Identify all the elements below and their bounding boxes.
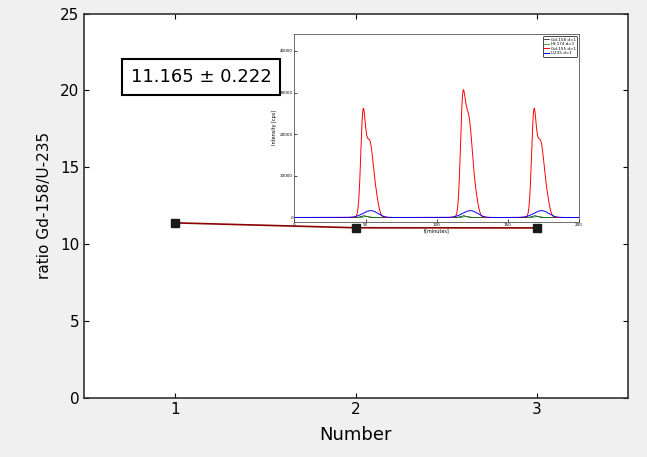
X-axis label: Number: Number <box>320 426 392 444</box>
U235 d=1 <box>340 215 347 220</box>
Hf-174 d=1 <box>534 214 542 219</box>
Gd-155 d=1 <box>539 151 547 156</box>
Hf-174 d=1 <box>539 214 547 220</box>
Gd-155 d=1 <box>412 215 420 220</box>
Line: Hf-174 d=1: Hf-174 d=1 <box>294 217 579 218</box>
Hf-174 d=1 <box>291 215 298 220</box>
U235 d=1 <box>539 208 547 213</box>
Hf-174 d=1 <box>569 215 577 220</box>
Line: Gd-155 d=1: Gd-155 d=1 <box>294 90 579 218</box>
Gd-158 d=1 <box>340 215 347 220</box>
Line: Gd-158 d=1: Gd-158 d=1 <box>294 216 579 218</box>
Gd-158 d=1 <box>400 215 408 220</box>
U235 d=1 <box>466 208 474 213</box>
Gd-155 d=1 <box>291 215 298 220</box>
Gd-155 d=1 <box>459 87 467 92</box>
Hf-174 d=1 <box>575 215 583 220</box>
Text: 11.165 ± 0.222: 11.165 ± 0.222 <box>131 68 271 86</box>
Hf-174 d=1 <box>400 215 408 220</box>
U235 d=1 <box>400 215 408 220</box>
U235 d=1 <box>412 215 420 220</box>
Gd-158 d=1 <box>291 215 298 220</box>
U235 d=1 <box>291 215 298 220</box>
Gd-158 d=1 <box>575 215 583 220</box>
Legend: Gd-158 d=1, Hf-174 d=1, Gd-155 d=1, U235 d=1: Gd-158 d=1, Hf-174 d=1, Gd-155 d=1, U235… <box>543 37 577 57</box>
Y-axis label: Intensity [cps]: Intensity [cps] <box>272 111 277 145</box>
X-axis label: t[minutes]: t[minutes] <box>424 228 450 234</box>
Gd-158 d=1 <box>323 215 331 220</box>
Y-axis label: ratio Gd-158/U-235: ratio Gd-158/U-235 <box>37 132 52 279</box>
Line: U235 d=1: U235 d=1 <box>294 211 579 218</box>
Gd-158 d=1 <box>412 215 420 220</box>
U235 d=1 <box>575 215 583 220</box>
Hf-174 d=1 <box>412 215 420 220</box>
Gd-155 d=1 <box>340 215 347 220</box>
Hf-174 d=1 <box>340 215 347 220</box>
U235 d=1 <box>569 215 577 220</box>
Gd-155 d=1 <box>575 215 583 220</box>
Gd-158 d=1 <box>569 215 577 220</box>
Gd-155 d=1 <box>323 215 331 220</box>
Hf-174 d=1 <box>323 215 331 220</box>
Gd-155 d=1 <box>569 215 577 220</box>
Gd-158 d=1 <box>531 213 539 218</box>
Gd-155 d=1 <box>400 215 408 220</box>
Gd-158 d=1 <box>539 215 547 220</box>
U235 d=1 <box>323 215 331 220</box>
